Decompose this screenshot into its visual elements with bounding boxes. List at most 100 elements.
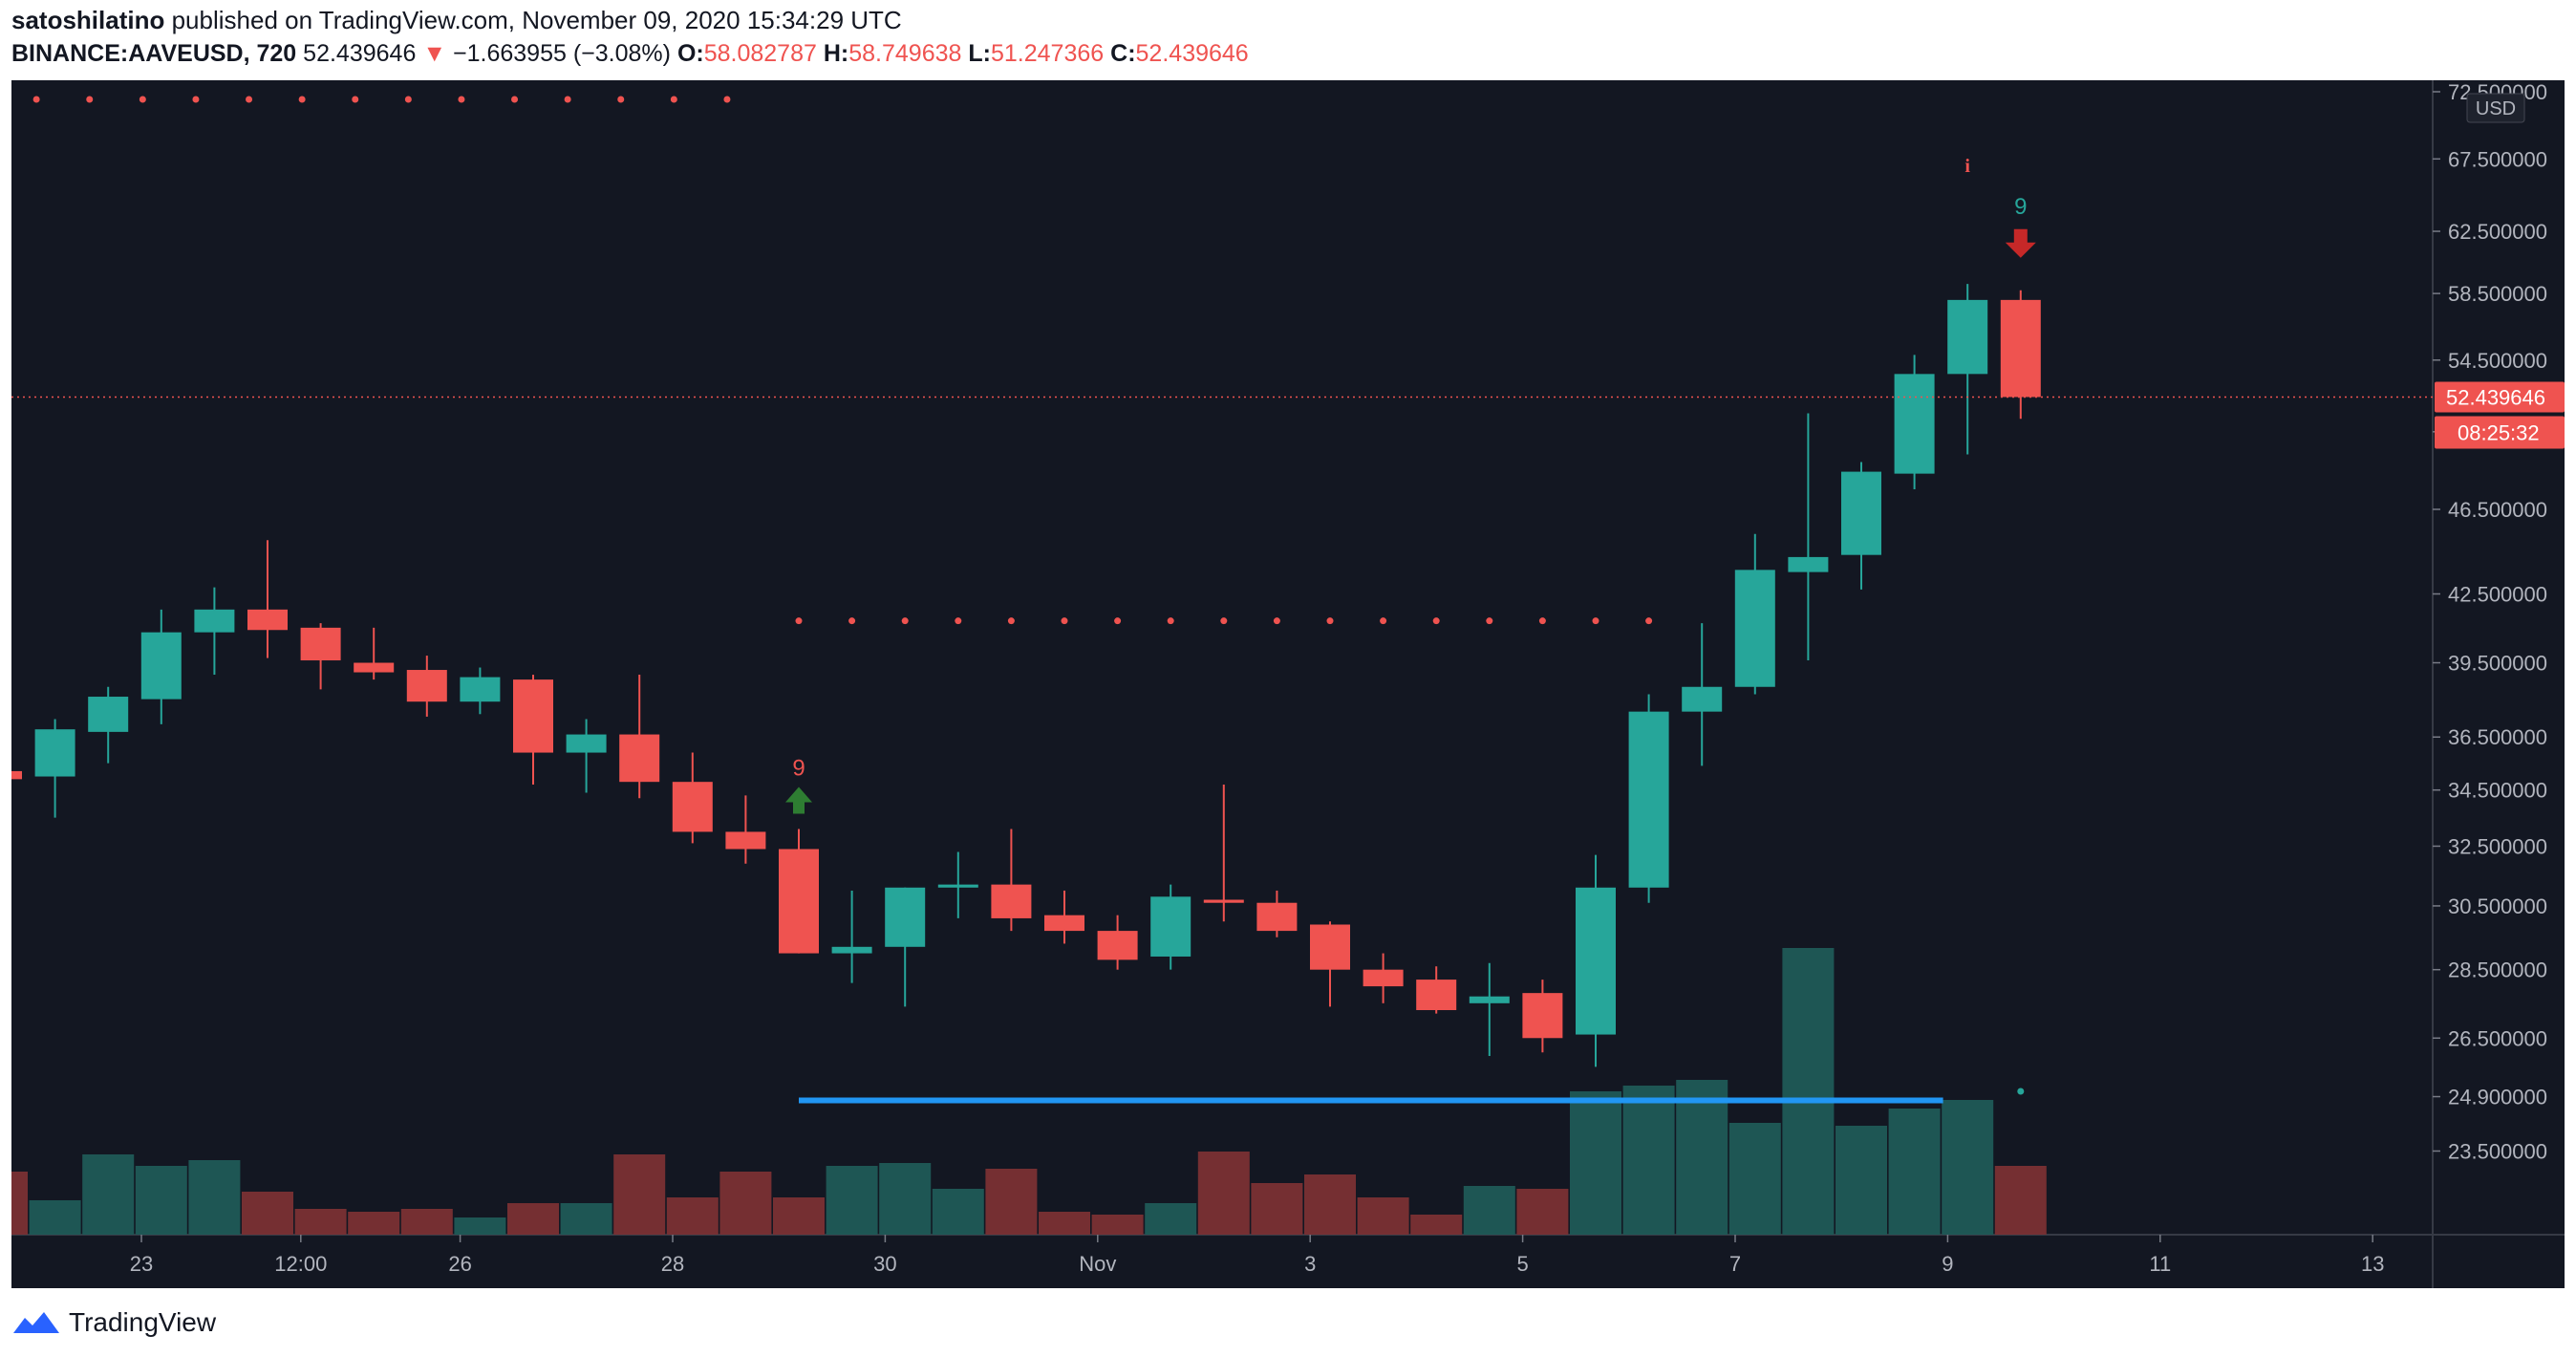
- candle-body: [937, 884, 978, 888]
- volume-bar: [932, 1189, 984, 1235]
- volume-bar: [1091, 1215, 1144, 1235]
- volume-bar: [826, 1166, 878, 1235]
- tradingview-logo-icon: [13, 1312, 59, 1333]
- candle-body: [11, 770, 22, 780]
- candle-body: [1203, 899, 1244, 903]
- x-tick-label: Nov: [1079, 1252, 1116, 1276]
- resistance-dot: [1061, 617, 1068, 625]
- info-marker-icon: i: [1964, 156, 1970, 177]
- x-tick-label: 9: [1942, 1252, 1953, 1276]
- resistance-dot: [1592, 617, 1599, 625]
- resistance-dot: [86, 96, 94, 103]
- low-value: 51.247366: [991, 40, 1105, 67]
- y-tick-label: 23.500000: [2448, 1139, 2547, 1163]
- volume-bar: [1835, 1126, 1887, 1235]
- y-tick-label: 42.500000: [2448, 582, 2547, 606]
- volume-bar: [1197, 1152, 1250, 1235]
- brand-name: TradingView: [69, 1307, 217, 1337]
- volume-bar: [1145, 1203, 1197, 1235]
- candle-body: [247, 609, 288, 631]
- candle-body: [300, 627, 341, 661]
- volume-bar: [1782, 948, 1835, 1235]
- resistance-dot: [795, 617, 803, 625]
- candle-body: [1097, 931, 1138, 960]
- candle-body: [88, 697, 129, 732]
- high-label: H:: [823, 40, 849, 67]
- resistance-dot: [298, 96, 306, 103]
- y-tick-label: 34.500000: [2448, 779, 2547, 803]
- y-tick-label: 46.500000: [2448, 498, 2547, 522]
- down-arrow-icon: [2005, 228, 2036, 258]
- volume-layer: [11, 948, 2047, 1235]
- y-tick-label: 26.500000: [2448, 1026, 2547, 1050]
- open-label: O:: [676, 40, 704, 67]
- volume-bar: [135, 1166, 187, 1235]
- y-tick-label: 36.500000: [2448, 725, 2547, 749]
- candle-body: [831, 946, 872, 954]
- symbol-info-bar: BINANCE:AAVEUSD, 720 52.439646 ▼ −1.6639…: [11, 40, 1249, 68]
- close-value: 52.439646: [1135, 40, 1249, 67]
- countdown-tag: [2435, 416, 2565, 449]
- candle-body: [1469, 996, 1510, 1003]
- volume-bar: [1728, 1123, 1781, 1235]
- price-chart[interactable]: 72.50000067.50000062.50000058.50000054.5…: [11, 80, 2565, 1288]
- resistance-dot: [670, 96, 677, 103]
- resistance-dot: [1538, 617, 1546, 625]
- volume-bar: [1516, 1189, 1569, 1235]
- resistance-dot: [511, 96, 519, 103]
- volume-bar: [879, 1163, 932, 1235]
- resistance-dot: [1432, 617, 1440, 625]
- candle-body: [1682, 686, 1723, 712]
- volume-bar: [666, 1197, 719, 1235]
- volume-bar: [29, 1200, 81, 1235]
- volume-bar: [560, 1203, 612, 1235]
- y-tick-label: 67.500000: [2448, 147, 2547, 171]
- volume-bar: [719, 1172, 772, 1235]
- sequential-count-label: 9: [2014, 194, 2027, 220]
- candle-body: [1841, 471, 1881, 555]
- candle-body: [1894, 374, 1935, 474]
- volume-bar: [1994, 1166, 2047, 1235]
- resistance-dot: [1645, 617, 1653, 625]
- x-tick-label: 30: [873, 1252, 896, 1276]
- volume-bar: [1410, 1215, 1463, 1235]
- resistance-dot: [458, 96, 465, 103]
- candle-body: [1310, 924, 1350, 970]
- candle-body: [566, 734, 607, 753]
- up-arrow-icon: [785, 786, 812, 814]
- resistance-dots: [32, 96, 1653, 625]
- y-tick-label: 54.500000: [2448, 349, 2547, 373]
- candle-body: [725, 831, 766, 850]
- candle-body: [672, 782, 713, 832]
- price-axis: 72.50000067.50000062.50000058.50000054.5…: [2433, 80, 2547, 1163]
- published-text: published on TradingView.com, November 0…: [171, 6, 902, 34]
- volume-bar: [1251, 1183, 1303, 1235]
- resistance-dot: [1167, 617, 1174, 625]
- candle-body: [885, 887, 926, 947]
- resistance-dot: [352, 96, 359, 103]
- y-tick-label: 39.500000: [2448, 652, 2547, 676]
- publish-info: satoshilatino published on TradingView.c…: [11, 6, 902, 35]
- candle-body: [1363, 969, 1404, 987]
- symbol-label[interactable]: BINANCE:AAVEUSD, 720: [11, 40, 297, 67]
- resistance-dot: [1326, 617, 1334, 625]
- footer-branding[interactable]: TradingView: [11, 1303, 216, 1342]
- candle-body: [1576, 887, 1616, 1035]
- sequential-marker: 9: [2005, 194, 2036, 258]
- volume-bar: [1570, 1091, 1621, 1235]
- candle-body: [1788, 556, 1829, 572]
- candle-body: [513, 679, 553, 753]
- candle-body: [619, 734, 660, 783]
- resistance-dot: [617, 96, 625, 103]
- last-price-tag: [2435, 381, 2565, 413]
- last-price: 52.439646: [303, 40, 417, 67]
- currency-label: USD: [2476, 98, 2516, 119]
- author-name[interactable]: satoshilatino: [11, 6, 165, 34]
- volume-bar: [1039, 1212, 1090, 1235]
- volume-bar: [1463, 1186, 1515, 1235]
- resistance-dot: [955, 617, 962, 625]
- y-tick-label: 58.500000: [2448, 282, 2547, 306]
- volume-bar: [1357, 1197, 1409, 1235]
- candle-body: [1628, 711, 1669, 888]
- countdown-tag-label: 08:25:32: [2458, 420, 2540, 444]
